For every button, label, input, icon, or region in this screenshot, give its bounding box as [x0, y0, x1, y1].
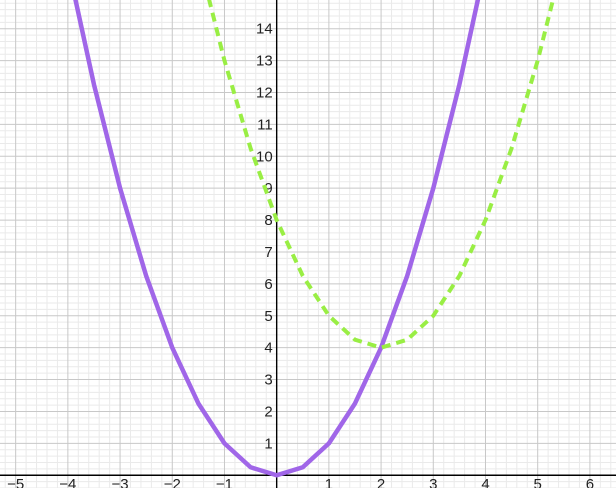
y-tick-label: 13: [256, 53, 273, 70]
x-tick-label: 2: [377, 476, 385, 488]
x-tick-label: 1: [325, 476, 333, 488]
y-tick-label: 6: [264, 276, 272, 293]
curves: [73, 0, 556, 478]
y-tick-label: 5: [264, 308, 272, 325]
x-tick-label: 5: [534, 476, 542, 488]
y-tick-label: 10: [256, 148, 273, 165]
y-tick-label: 2: [264, 403, 272, 420]
x-tick-label: −5: [7, 476, 24, 488]
y-tick-label: 4: [264, 340, 272, 357]
x-tick-label: −2: [164, 476, 181, 488]
series-line-1: [73, 0, 481, 478]
x-tick-label: 6: [586, 476, 594, 488]
x-tick-label: 3: [429, 476, 437, 488]
y-tick-label: 9: [264, 180, 272, 197]
y-tick-label: 8: [264, 212, 272, 229]
y-tick-label: 3: [264, 372, 272, 389]
x-tick-label: −4: [59, 476, 76, 488]
y-tick-label: 12: [256, 84, 273, 101]
y-tick-label: 7: [264, 244, 272, 261]
x-tick-label: −1: [216, 476, 233, 488]
x-tick-labels: −5 −4 −3 −2 −1 1 2 3 4 5 6: [7, 476, 594, 488]
y-tick-label: 11: [257, 116, 273, 133]
x-tick-label: −3: [112, 476, 129, 488]
series-line-2: [207, 0, 556, 350]
y-tick-label: 1: [264, 435, 272, 452]
x-tick-label: 4: [481, 476, 489, 488]
y-tick-label: 14: [256, 21, 273, 38]
